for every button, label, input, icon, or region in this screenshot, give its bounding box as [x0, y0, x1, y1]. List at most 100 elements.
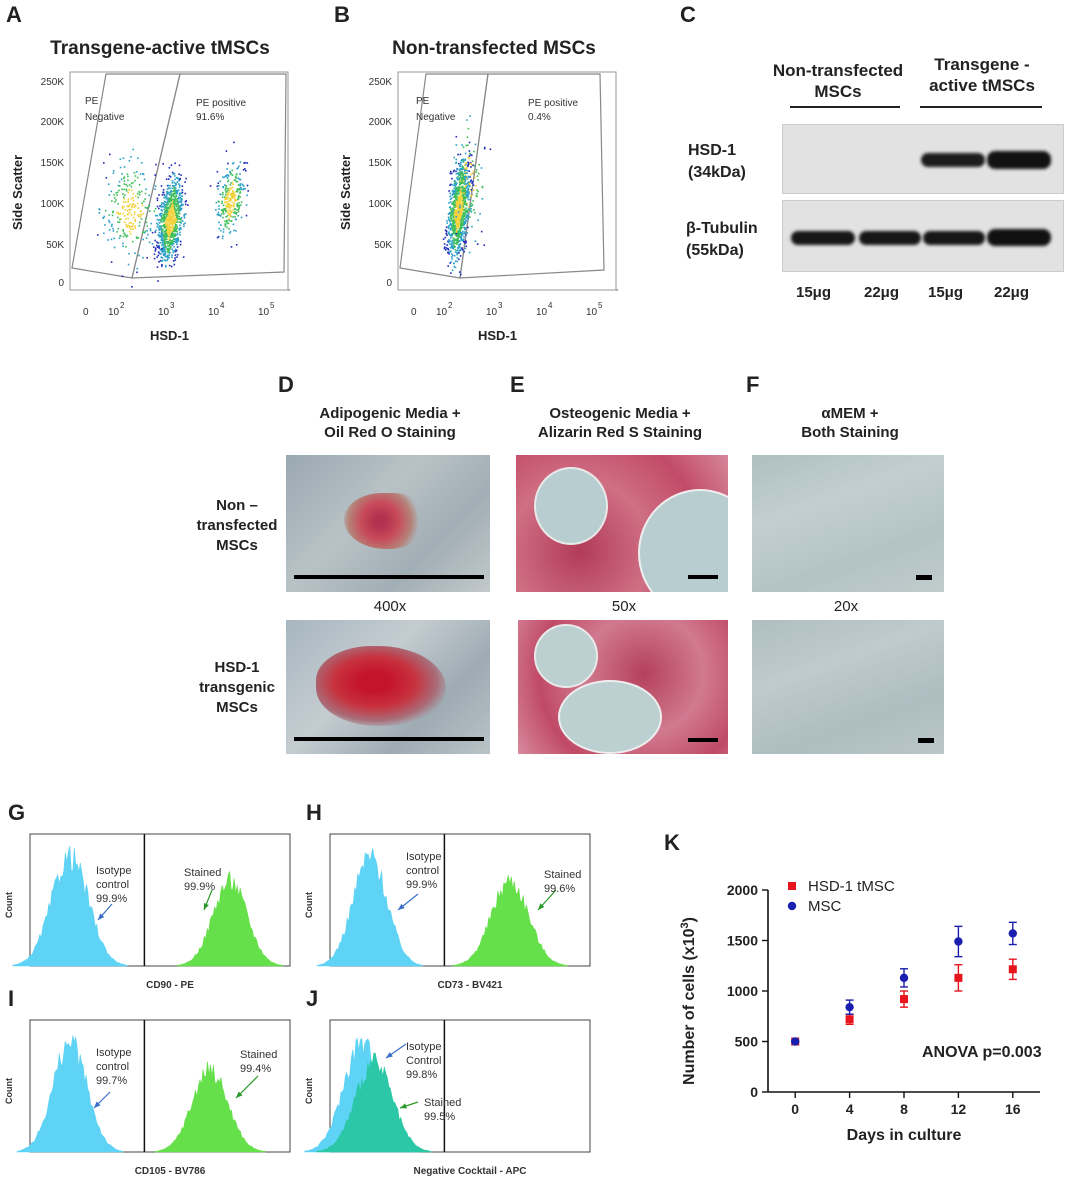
scatter-dot: [449, 240, 451, 243]
scatter-dot: [127, 175, 129, 178]
scatter-dot: [232, 209, 234, 211]
scatter-dot: [227, 175, 230, 177]
scatter-dot: [173, 212, 176, 214]
scatter-dot: [184, 203, 187, 206]
scatter-dot: [178, 227, 181, 230]
scatter-dot: [170, 195, 173, 198]
annotation-arrow-head: [203, 903, 209, 910]
scatter-dot: [468, 170, 470, 172]
scatter-dot: [132, 223, 134, 225]
scatter-dot: [171, 220, 173, 223]
scatter-dot: [164, 240, 166, 243]
scatter-dot: [463, 212, 466, 214]
scatter-dot: [456, 210, 458, 213]
scatter-dot: [132, 193, 135, 195]
scatter-dot: [466, 196, 469, 199]
scatter-dot: [177, 177, 179, 180]
scatter-dot: [461, 247, 463, 249]
scatter-dot: [448, 190, 450, 192]
scatter-dot: [471, 194, 473, 196]
scatter-dot: [452, 229, 454, 232]
scatter-dot: [167, 200, 170, 202]
scatter-dot: [463, 172, 466, 174]
scatter-dot: [108, 229, 111, 231]
x-label-j: Negative Cocktail - APC: [413, 1166, 527, 1177]
scatter-dot: [172, 185, 175, 187]
svg-text:250K: 250K: [369, 77, 393, 88]
scatter-dot: [164, 249, 166, 251]
scatter-dot: [172, 260, 175, 262]
scatter-dot: [136, 202, 139, 205]
scatter-dot: [157, 234, 159, 236]
scatter-dot: [229, 212, 232, 215]
scatter-dot: [180, 204, 183, 207]
scatter-dot: [128, 222, 131, 224]
scatter-dot: [449, 195, 451, 198]
scatter-dot: [454, 184, 457, 186]
scatter-dot: [230, 211, 232, 213]
scatter-dot: [222, 228, 225, 231]
scatter-dot: [467, 164, 469, 167]
scatter-dot: [225, 205, 227, 207]
scatter-dot: [233, 205, 235, 208]
scatter-dot: [161, 209, 163, 212]
scatter-dot: [165, 219, 168, 221]
panel-letter-i: I: [8, 986, 15, 1011]
svg-text:200K: 200K: [369, 117, 393, 128]
scatter-dot: [225, 193, 227, 196]
x-tick-label: 0: [791, 1101, 799, 1117]
scatter-dot: [221, 200, 223, 203]
scatter-dot: [451, 244, 453, 247]
scatter-dot: [175, 228, 178, 230]
scatter-dot: [137, 207, 140, 209]
scatter-dot: [173, 233, 175, 236]
scatter-dot: [185, 177, 187, 180]
scatter-dot: [465, 177, 468, 180]
scatter-dot: [452, 215, 454, 217]
scatter-dot: [134, 179, 136, 182]
scatter-dot: [178, 215, 180, 218]
scatter-dot: [130, 228, 132, 230]
scatter-dot: [167, 242, 170, 244]
scatter-dot: [168, 201, 171, 204]
scatter-dot: [226, 198, 228, 201]
scatter-dot: [235, 244, 238, 246]
scatter-dot: [453, 220, 456, 222]
scatter-dot: [462, 175, 464, 178]
scatter-dot: [464, 179, 467, 182]
scatter-dot: [114, 201, 116, 203]
scatter-dot: [463, 192, 465, 194]
scatter-dot: [229, 170, 231, 173]
scatter-dot: [448, 206, 451, 208]
scatter-dot: [158, 194, 160, 196]
scatter-dot: [121, 188, 123, 191]
scatter-dot: [180, 222, 182, 224]
scatter-dot: [178, 212, 181, 215]
scatter-dot: [163, 243, 166, 245]
scatter-dot: [175, 211, 177, 214]
scatter-dot: [462, 230, 464, 233]
scatter-dot: [463, 187, 465, 190]
scatter-dot: [451, 177, 453, 180]
scatter-dot: [467, 226, 469, 229]
scatter-dot: [178, 180, 180, 182]
scatter-dot: [464, 228, 466, 231]
scatter-dot: [450, 250, 452, 252]
scatter-dot: [456, 224, 458, 226]
stained-label-j: Stained 99.5%: [424, 1097, 462, 1123]
scatter-dot: [176, 214, 178, 217]
gate-neg-label-b: PE: [416, 96, 430, 107]
scatter-dot: [179, 231, 181, 234]
scatter-dot: [443, 246, 446, 248]
scatter-dot: [239, 187, 241, 190]
scatter-dot: [470, 202, 473, 205]
scatter-dot: [467, 206, 470, 208]
scatter-dot: [466, 211, 468, 213]
scatter-dot: [236, 209, 238, 211]
scatter-dot: [177, 218, 179, 220]
scatter-dot: [474, 212, 476, 214]
scatter-dot: [126, 173, 129, 175]
scatter-dot: [451, 226, 454, 229]
scatter-dot: [453, 254, 456, 257]
scatter-dot: [455, 232, 458, 235]
